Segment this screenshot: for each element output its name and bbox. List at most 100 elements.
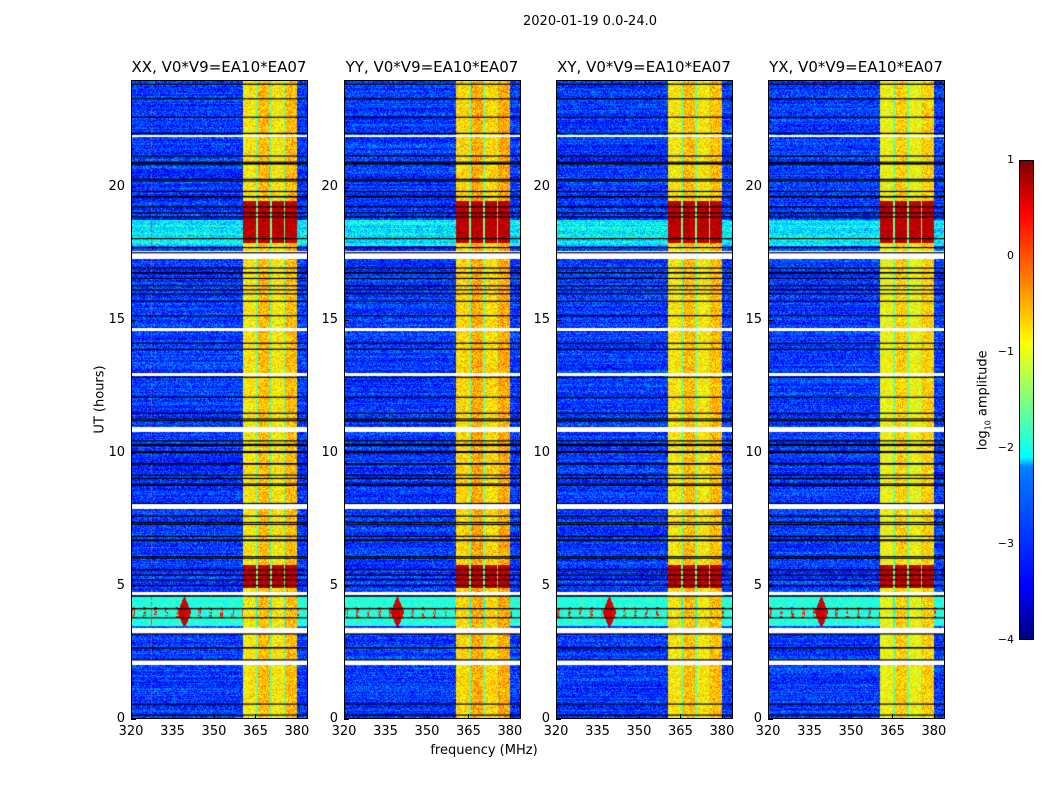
heatmap-canvas-1 (345, 81, 520, 718)
y-tick-label: 20 (745, 178, 762, 194)
x-tick-label: 380 (497, 724, 523, 739)
panel-title-2: XY, V0*V9=EA10*EA07 (557, 58, 731, 76)
y-tick-mark (131, 319, 136, 321)
x-tick-mark (385, 714, 387, 719)
heatmap-canvas-3 (769, 81, 944, 718)
colorbar-label-sub: 10 (983, 420, 993, 431)
x-tick-mark (768, 714, 769, 719)
y-tick-label: 5 (116, 577, 125, 593)
y-tick-label: 0 (541, 711, 550, 726)
x-tick-mark (468, 714, 470, 719)
x-tick-mark (809, 714, 811, 719)
colorbar (1019, 160, 1034, 640)
x-tick-label: 365 (880, 724, 905, 739)
panel-title-1: YY, V0*V9=EA10*EA07 (345, 58, 519, 76)
y-tick-mark (556, 585, 561, 587)
y-tick-mark (768, 719, 773, 720)
y-tick-label: 15 (108, 311, 125, 327)
x-tick-mark (172, 714, 174, 719)
y-tick-mark (768, 319, 773, 321)
y-tick-mark (556, 319, 561, 321)
colorbar-tick-label: −2 (997, 441, 1014, 454)
x-tick-mark (426, 714, 428, 719)
colorbar-tick-label: −1 (997, 345, 1014, 358)
colorbar-tick-label: 0 (1007, 249, 1014, 262)
y-tick-label: 5 (753, 577, 762, 593)
x-tick-mark (556, 714, 557, 719)
x-tick-label: 320 (543, 724, 569, 739)
y-tick-mark (131, 719, 136, 720)
colorbar-tick-label: −3 (997, 537, 1014, 550)
x-tick-label: 380 (709, 724, 735, 739)
y-tick-mark (344, 719, 349, 720)
y-tick-mark (768, 585, 773, 587)
heatmap-canvas-2 (557, 81, 732, 718)
x-tick-mark (721, 714, 723, 719)
y-tick-mark (344, 585, 349, 587)
y-tick-label: 20 (108, 178, 125, 194)
x-tick-mark (255, 714, 257, 719)
y-tick-label: 0 (116, 711, 125, 726)
x-tick-mark (597, 714, 599, 719)
x-tick-label: 365 (243, 724, 268, 739)
colorbar-tick-label: −4 (997, 633, 1014, 646)
heatmap-canvas-0 (132, 81, 307, 718)
y-tick-label: 20 (321, 178, 338, 194)
heatmap-panel-1 (344, 80, 521, 719)
y-tick-mark (556, 452, 561, 454)
y-tick-mark (344, 319, 349, 321)
y-tick-mark (768, 186, 773, 188)
colorbar-label: log10 amplitude (976, 340, 993, 460)
y-tick-mark (131, 186, 136, 188)
x-tick-mark (509, 714, 511, 719)
y-axis-label: UT (hours) (92, 365, 108, 434)
heatmap-panel-3 (768, 80, 945, 719)
x-tick-label: 380 (284, 724, 310, 739)
y-tick-mark (768, 452, 773, 454)
panel-title-3: YX, V0*V9=EA10*EA07 (769, 58, 943, 76)
y-tick-label: 10 (745, 444, 762, 460)
y-tick-label: 5 (329, 577, 338, 593)
y-tick-label: 10 (108, 444, 125, 460)
colorbar-tick-label: 1 (1007, 153, 1014, 166)
y-tick-mark (344, 186, 349, 188)
y-tick-label: 10 (321, 444, 338, 460)
x-tick-label: 350 (626, 724, 652, 739)
y-tick-mark (556, 719, 561, 720)
x-tick-label: 350 (201, 724, 227, 739)
x-axis-label: frequency (MHz) (430, 743, 538, 758)
colorbar-label-prefix: log (975, 430, 991, 451)
y-tick-label: 0 (753, 711, 762, 726)
x-tick-mark (213, 714, 215, 719)
heatmap-panel-0 (131, 80, 308, 719)
y-tick-label: 5 (541, 577, 550, 593)
x-tick-label: 365 (668, 724, 693, 739)
y-tick-mark (344, 452, 349, 454)
x-tick-label: 320 (755, 724, 781, 739)
x-tick-mark (638, 714, 640, 719)
y-tick-mark (131, 585, 136, 587)
x-tick-mark (680, 714, 682, 719)
x-tick-mark (296, 714, 298, 719)
x-tick-label: 335 (373, 724, 398, 739)
x-tick-label: 335 (797, 724, 822, 739)
heatmap-panel-2 (556, 80, 733, 719)
y-tick-label: 0 (329, 711, 338, 726)
x-tick-label: 365 (456, 724, 481, 739)
x-tick-mark (933, 714, 935, 719)
y-tick-label: 20 (533, 178, 550, 194)
y-tick-label: 15 (533, 311, 550, 327)
x-tick-label: 380 (921, 724, 947, 739)
y-tick-label: 15 (745, 311, 762, 327)
x-tick-label: 335 (585, 724, 610, 739)
x-tick-mark (131, 714, 132, 719)
x-tick-mark (850, 714, 852, 719)
x-tick-label: 320 (118, 724, 144, 739)
x-tick-mark (892, 714, 894, 719)
x-tick-mark (344, 714, 345, 719)
y-tick-label: 10 (533, 444, 550, 460)
x-tick-label: 350 (414, 724, 440, 739)
y-tick-mark (556, 186, 561, 188)
y-tick-mark (131, 452, 136, 454)
y-tick-label: 15 (321, 311, 338, 327)
